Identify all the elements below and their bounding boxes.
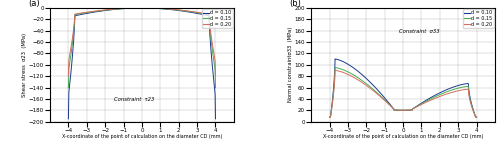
d = 0,10 xyxy=(474,116,480,118)
Y-axis label: Shear stress  σ23  (MPa): Shear stress σ23 (MPa) xyxy=(22,33,27,97)
d = 0,10 xyxy=(154,7,160,9)
d = 0,10 xyxy=(354,69,360,71)
d = 0,20 xyxy=(161,8,167,10)
Text: (b): (b) xyxy=(289,0,301,7)
d = 0,10 xyxy=(122,7,128,9)
d = 0,15 xyxy=(436,94,442,96)
d = 0,10 xyxy=(448,87,454,89)
d = 0,15 xyxy=(139,7,145,9)
d = 0,20 xyxy=(66,75,71,77)
d = 0,15 xyxy=(186,10,192,12)
d = 0,15 xyxy=(212,87,218,89)
d = 0,15 xyxy=(354,76,360,78)
d = 0,20 xyxy=(122,7,128,9)
d = 0,10 xyxy=(175,10,181,11)
d = 0,20 xyxy=(154,7,160,9)
d = 0,20 xyxy=(382,100,388,102)
Legend: d = 0,10, d = 0,15, d = 0,20: d = 0,10, d = 0,15, d = 0,20 xyxy=(462,9,494,28)
d = 0,20 xyxy=(186,10,192,12)
d = 0,10 xyxy=(422,100,428,102)
d = 0,15 xyxy=(175,9,181,11)
Legend: d = 0,10, d = 0,15, d = 0,20: d = 0,10, d = 0,15, d = 0,20 xyxy=(202,9,233,28)
Line: d = 0,15: d = 0,15 xyxy=(330,68,476,117)
d = 0,20 xyxy=(474,116,480,118)
d = 0,20 xyxy=(326,116,332,118)
d = 0,20 xyxy=(212,75,218,77)
Text: Constraint  σ33: Constraint σ33 xyxy=(400,29,440,34)
d = 0,15 xyxy=(382,100,388,102)
d = 0,15 xyxy=(415,105,421,107)
d = 0,20 xyxy=(139,7,145,9)
d = 0,15 xyxy=(92,10,98,12)
d = 0,20 xyxy=(354,78,360,80)
d = 0,20 xyxy=(175,9,181,11)
d = 0,15 xyxy=(154,7,160,9)
d = 0,15 xyxy=(474,116,480,118)
Text: (a): (a) xyxy=(28,0,40,7)
d = 0,10 xyxy=(139,7,145,9)
d = 0,15 xyxy=(161,8,167,10)
Line: d = 0,10: d = 0,10 xyxy=(330,59,476,117)
Y-axis label: Normal constraintσ33  (MPa): Normal constraintσ33 (MPa) xyxy=(288,27,293,102)
Text: Constraint  τ23: Constraint τ23 xyxy=(114,97,154,102)
Line: d = 0,20: d = 0,20 xyxy=(330,71,476,117)
d = 0,10 xyxy=(186,11,192,13)
X-axis label: X-coordinate of the point of calculation on the diameter CD (mm): X-coordinate of the point of calculation… xyxy=(62,134,222,139)
d = 0,15 xyxy=(122,7,128,9)
d = 0,10 xyxy=(436,92,442,94)
d = 0,15 xyxy=(332,67,338,68)
d = 0,10 xyxy=(415,105,421,106)
d = 0,15 xyxy=(448,90,454,91)
Line: d = 0,15: d = 0,15 xyxy=(68,8,216,88)
d = 0,20 xyxy=(436,96,442,98)
d = 0,10 xyxy=(326,116,332,118)
d = 0,15 xyxy=(326,116,332,118)
d = 0,20 xyxy=(92,10,98,12)
d = 0,10 xyxy=(332,58,338,60)
X-axis label: X-coordinate of the point of calculation on the diameter CD (mm): X-coordinate of the point of calculation… xyxy=(323,134,483,139)
d = 0,10 xyxy=(161,8,167,10)
d = 0,20 xyxy=(422,102,428,104)
d = 0,10 xyxy=(382,98,388,100)
d = 0,10 xyxy=(92,11,98,13)
d = 0,10 xyxy=(66,118,71,120)
d = 0,15 xyxy=(422,101,428,103)
d = 0,10 xyxy=(212,118,218,120)
Line: d = 0,10: d = 0,10 xyxy=(68,8,216,119)
d = 0,20 xyxy=(415,105,421,107)
d = 0,15 xyxy=(66,87,71,89)
d = 0,20 xyxy=(448,92,454,94)
Line: d = 0,20: d = 0,20 xyxy=(68,8,216,76)
d = 0,20 xyxy=(332,70,338,71)
